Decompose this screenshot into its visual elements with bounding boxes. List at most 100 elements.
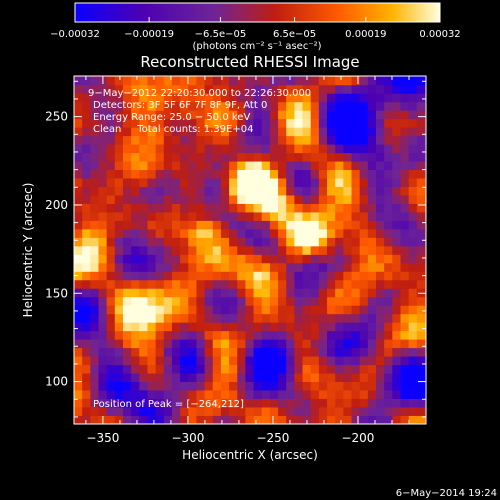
heatmap-cell — [220, 373, 230, 382]
heatmap-cell — [82, 271, 91, 281]
heatmap-cell — [212, 118, 222, 128]
heatmap-cell — [343, 237, 352, 247]
heatmap-cell — [204, 407, 214, 416]
heatmap-cell — [416, 195, 426, 204]
heatmap-cell — [261, 169, 271, 179]
heatmap-cell — [408, 203, 418, 213]
heatmap-cell — [392, 93, 401, 103]
heatmap-cell — [229, 271, 238, 281]
heatmap-cell — [318, 195, 328, 204]
heatmap-cell — [392, 347, 401, 357]
heatmap-cell — [327, 212, 336, 221]
heatmap-cell — [424, 135, 426, 145]
heatmap-cell — [237, 135, 246, 145]
heatmap-cell — [131, 127, 140, 137]
heatmap-cell — [367, 339, 377, 349]
heatmap-cell — [131, 415, 140, 424]
heatmap-cell — [424, 407, 426, 416]
heatmap-cell — [204, 390, 214, 399]
heatmap-cell — [147, 356, 157, 366]
heatmap-cell — [424, 186, 426, 196]
heatmap-cell — [318, 279, 328, 289]
heatmap-cell — [343, 245, 352, 255]
heatmap-cell — [278, 339, 287, 349]
heatmap-cell — [392, 161, 401, 171]
heatmap-cell — [131, 288, 140, 298]
heatmap-cell — [196, 262, 205, 272]
heatmap-cell — [408, 110, 418, 120]
heatmap-cell — [237, 220, 246, 230]
heatmap-cell — [400, 118, 410, 128]
heatmap-cell — [237, 390, 246, 399]
heatmap-cell — [188, 135, 197, 145]
heatmap-cell — [131, 135, 140, 145]
heatmap-cell — [392, 279, 401, 289]
heatmap-cell — [220, 271, 230, 281]
heatmap-cell — [424, 178, 426, 187]
heatmap-cell — [367, 381, 377, 391]
heatmap-cell — [98, 245, 108, 255]
heatmap-cell — [327, 271, 336, 281]
heatmap-cell — [359, 93, 369, 103]
heatmap-cell — [147, 212, 157, 221]
heatmap-cell — [424, 347, 426, 357]
heatmap-cell — [392, 271, 401, 281]
heatmap-cell — [327, 228, 336, 238]
heatmap-cell — [163, 330, 173, 340]
heatmap-cell — [261, 288, 271, 298]
heatmap-cell — [245, 110, 254, 120]
heatmap-cell — [122, 407, 132, 416]
heatmap-cell — [343, 118, 352, 128]
heatmap-cell — [122, 76, 132, 86]
heatmap-cell — [106, 220, 116, 230]
heatmap-cell — [74, 415, 83, 424]
heatmap-cell — [392, 415, 401, 424]
heatmap-cell — [384, 195, 393, 204]
heatmap-cell — [245, 305, 254, 315]
heatmap-cell — [400, 212, 410, 221]
heatmap-cell — [416, 356, 426, 366]
heatmap-cell — [278, 398, 287, 408]
heatmap-cell — [335, 262, 344, 272]
heatmap-cell — [261, 110, 271, 120]
heatmap-cell — [392, 262, 401, 272]
heatmap-cell — [261, 220, 271, 230]
heatmap-cell — [343, 178, 352, 187]
heatmap-cell — [302, 228, 312, 238]
heatmap-cell — [106, 101, 116, 111]
heatmap-cell — [294, 169, 303, 179]
heatmap-cell — [269, 415, 279, 424]
heatmap-cell — [359, 237, 369, 247]
heatmap-cell — [245, 203, 254, 213]
heatmap-cell — [106, 330, 116, 340]
heatmap-cell — [196, 398, 205, 408]
heatmap-cell — [245, 339, 254, 349]
heatmap-cell — [163, 322, 173, 332]
heatmap-cell — [384, 305, 393, 315]
heatmap-cell — [98, 305, 108, 315]
heatmap-cell — [343, 398, 352, 408]
heatmap-cell — [188, 101, 197, 111]
heatmap-cell — [253, 373, 263, 382]
heatmap-cell — [245, 373, 254, 382]
heatmap-cell — [90, 398, 99, 408]
heatmap-cell — [82, 220, 91, 230]
heatmap-cell — [367, 237, 377, 247]
heatmap-cell — [180, 364, 189, 374]
heatmap-cell — [424, 262, 426, 272]
heatmap-cell — [155, 237, 165, 247]
heatmap-cell — [196, 186, 205, 196]
heatmap-cell — [155, 93, 165, 103]
heatmap-cell — [376, 364, 385, 374]
heatmap-cell — [408, 415, 418, 424]
heatmap-cell — [106, 118, 116, 128]
heatmap-cell — [400, 254, 410, 264]
heatmap-cell — [408, 84, 418, 94]
heatmap-cell — [131, 220, 140, 230]
heatmap-cell — [114, 84, 124, 94]
heatmap-cell — [180, 118, 189, 128]
heatmap-cell — [220, 381, 230, 391]
heatmap-cell — [424, 76, 426, 86]
heatmap-cell — [253, 228, 263, 238]
heatmap-cell — [416, 415, 426, 424]
